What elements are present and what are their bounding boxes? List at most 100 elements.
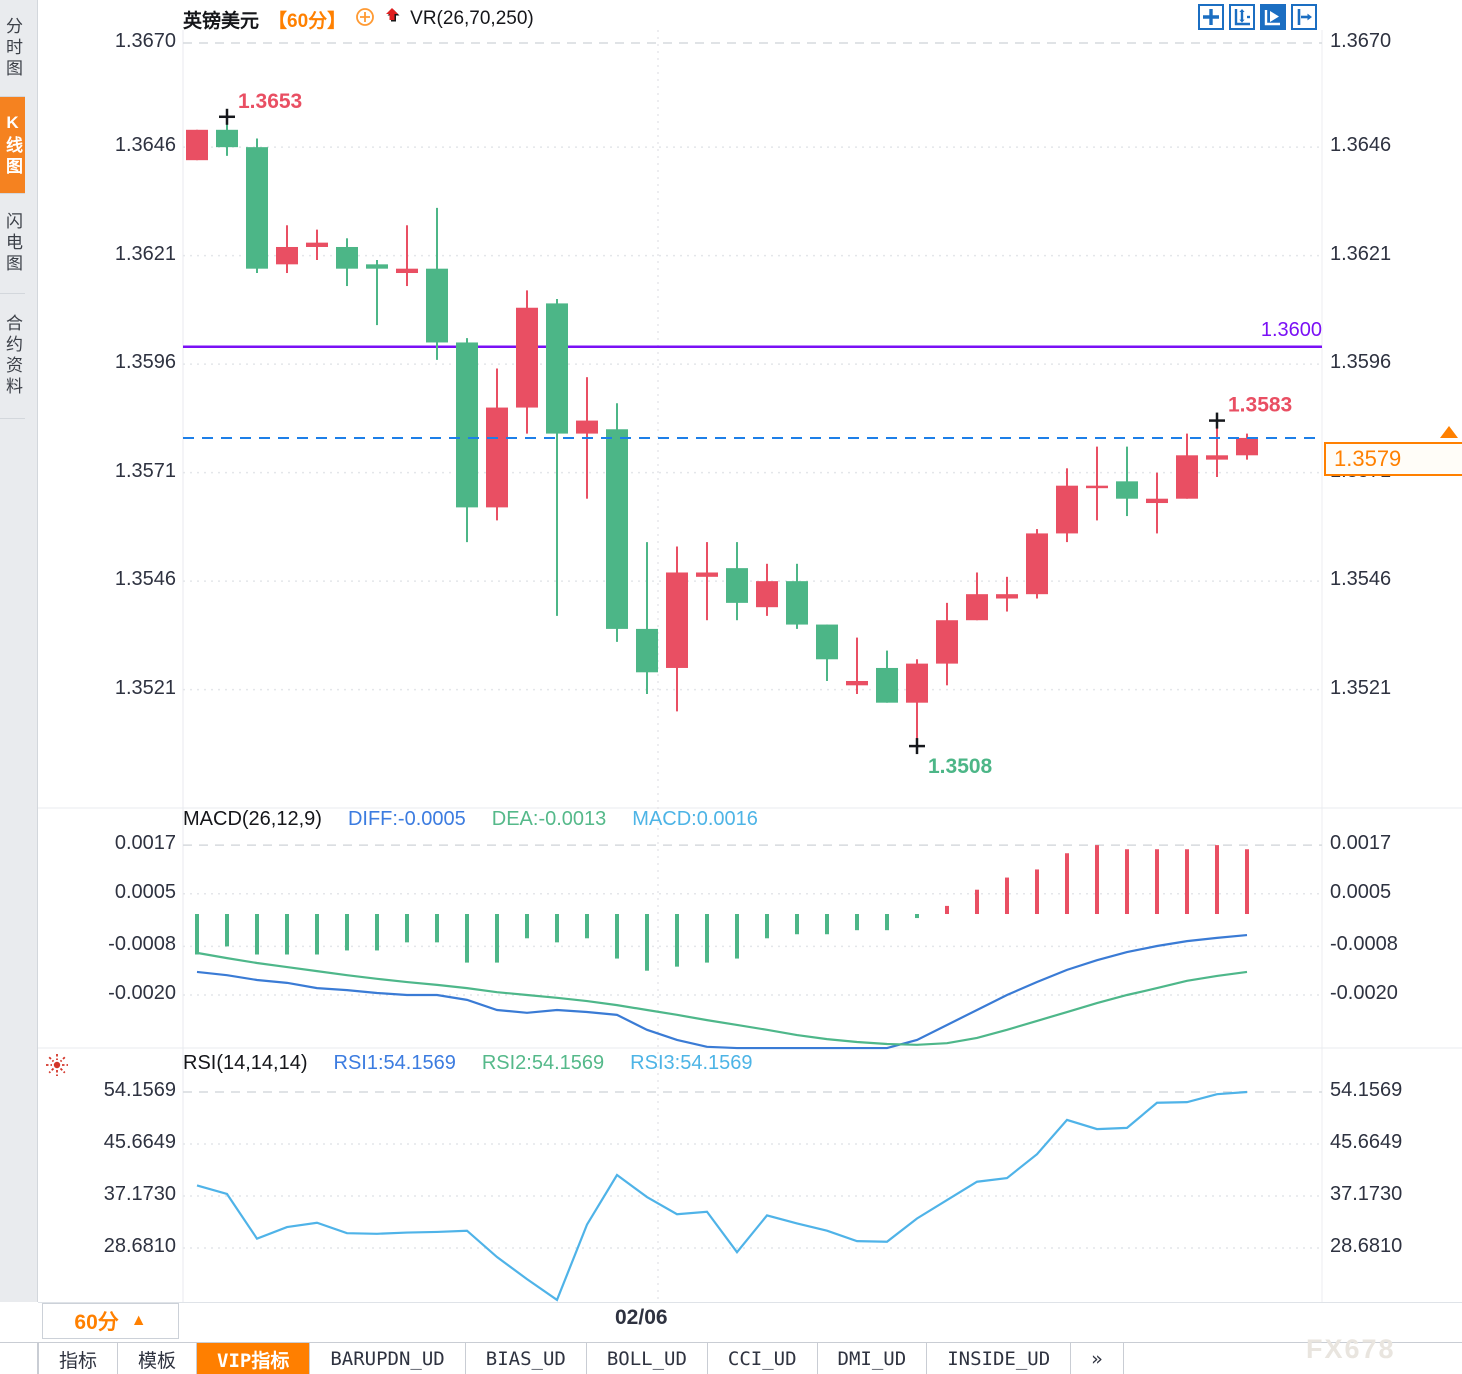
axis-tick-label: 0.0017 bbox=[1330, 832, 1392, 855]
axis-tick-label: 1.3646 bbox=[1330, 134, 1392, 157]
crosshair-icon[interactable] bbox=[1198, 4, 1224, 30]
axis-tick-label: 1.3571 bbox=[114, 459, 176, 482]
period-selector[interactable]: 60分 ▲ bbox=[42, 1303, 179, 1339]
candle-body bbox=[276, 246, 298, 265]
tab-BIAS_UD[interactable]: BIAS_UD bbox=[466, 1343, 587, 1374]
price-up-arrow-icon bbox=[1440, 425, 1458, 438]
tab-模板[interactable]: 模板 bbox=[118, 1343, 198, 1374]
axis-tick-label: -0.0020 bbox=[1330, 982, 1398, 1004]
candle-body bbox=[366, 264, 388, 269]
axis-tick-label: 28.6810 bbox=[1330, 1234, 1403, 1257]
panel-separator bbox=[38, 1302, 1462, 1303]
sidebar-item-contract-info[interactable]: 合约资料 bbox=[0, 294, 25, 419]
axis-scale-icon[interactable] bbox=[1229, 4, 1255, 30]
price-annotation: 1.3508 bbox=[928, 755, 993, 778]
indicator-tabbar: 指标 模板 VIP指标 BARUPDN_UD BIAS_UD BOLL_UD CCI_UD D… bbox=[38, 1342, 1462, 1374]
axis-tick-label: 1.3521 bbox=[1330, 676, 1392, 699]
axis-tick-label: 45.6649 bbox=[103, 1130, 176, 1153]
candle-body bbox=[576, 420, 598, 434]
candle-body bbox=[1056, 485, 1078, 534]
chart-titlebar: 英镑美元 【60分】 VR(26,70,250) bbox=[183, 5, 534, 33]
candle-body bbox=[1236, 437, 1258, 456]
candle-body bbox=[516, 307, 538, 408]
candle-body bbox=[336, 246, 358, 269]
sidebar-item-time-chart[interactable]: 分时图 bbox=[0, 0, 25, 97]
rsi-header: RSI(14,14,14) RSI1:54.1569 RSI2:54.1569 … bbox=[183, 1052, 753, 1075]
candle-body bbox=[246, 147, 268, 269]
macd-params-label: MACD(26,12,9) bbox=[183, 808, 322, 830]
link-circle-plus-icon[interactable] bbox=[355, 7, 375, 32]
candle-body bbox=[786, 581, 808, 625]
candle-body bbox=[426, 268, 448, 343]
candle-body bbox=[186, 129, 208, 161]
axis-tick-label: 1.3621 bbox=[1330, 242, 1392, 265]
axis-tick-label: 1.3596 bbox=[1330, 351, 1392, 374]
sidebar-item-label: 分时图 bbox=[3, 16, 22, 80]
period-selector-label: 60分 bbox=[74, 1311, 119, 1334]
tab-BARUPDN_UD[interactable]: BARUPDN_UD bbox=[310, 1343, 466, 1374]
axis-tick-label: 1.3646 bbox=[114, 134, 176, 157]
price-annotation: 1.3653 bbox=[238, 90, 302, 113]
tab-»[interactable]: » bbox=[1071, 1343, 1124, 1374]
chart-toolbar bbox=[1198, 4, 1317, 30]
axis-tick-label: 37.1730 bbox=[103, 1182, 176, 1205]
candle-body bbox=[1116, 481, 1138, 499]
axis-tick-label: 1.3521 bbox=[114, 676, 176, 699]
axis-tick-label: -0.0020 bbox=[108, 982, 176, 1004]
overlay-indicator-label: VR(26,70,250) bbox=[410, 8, 534, 29]
tab-指标[interactable]: 指标 bbox=[38, 1343, 119, 1374]
indicator-sun-icon[interactable] bbox=[44, 1052, 70, 1083]
candle-body bbox=[906, 663, 928, 703]
axis-tick-label: 1.3670 bbox=[114, 30, 176, 52]
candle-body bbox=[1086, 485, 1108, 489]
sidebar-item-lightning-chart[interactable]: 闪电图 bbox=[0, 194, 25, 294]
tab-DMI_UD[interactable]: DMI_UD bbox=[818, 1343, 928, 1374]
left-axis: 1.3670 1.3646 1.3621 1.3596 1.3571 1.3546 1.35… bbox=[60, 0, 176, 1302]
hline-price-label: 1.3600 bbox=[1260, 318, 1322, 341]
tab-VIP指标[interactable]: VIP指标 bbox=[197, 1343, 311, 1374]
rsi2-value: RSI2:54.1569 bbox=[481, 1052, 605, 1074]
candle-body bbox=[846, 680, 868, 686]
x-axis-date-label: 02/06 bbox=[615, 1306, 668, 1329]
candle-body bbox=[936, 620, 958, 664]
rsi3-value: RSI3:54.1569 bbox=[630, 1052, 753, 1074]
candle-body bbox=[756, 581, 778, 608]
candle-body bbox=[726, 568, 748, 603]
macd-header: MACD(26,12,9) DIFF:-0.0005 DEA:-0.0013 M… bbox=[183, 808, 758, 831]
candle-body bbox=[306, 242, 328, 247]
axis-tick-label: 1.3546 bbox=[114, 568, 176, 591]
symbol-title: 英镑美元 bbox=[183, 10, 260, 32]
axis-tick-label: 1.3596 bbox=[114, 351, 176, 374]
axis-tick-label: 45.6649 bbox=[1330, 1130, 1403, 1153]
tab-BOLL_UD[interactable]: BOLL_UD bbox=[587, 1343, 708, 1374]
red-up-arrow-icon bbox=[384, 6, 401, 33]
axis-tick-label: 28.6810 bbox=[103, 1234, 176, 1257]
axis-tick-label: 1.3670 bbox=[1330, 30, 1392, 52]
candle-body bbox=[486, 407, 508, 508]
candle-body bbox=[1026, 533, 1048, 595]
left-sidebar: 分时图 K线图 闪电图 合约资料 bbox=[0, 0, 38, 1302]
tab-INSIDE_UD[interactable]: INSIDE_UD bbox=[927, 1343, 1072, 1374]
candle-body bbox=[1146, 498, 1168, 504]
candle-body bbox=[876, 667, 898, 703]
candle-body bbox=[1176, 455, 1198, 499]
candle-body bbox=[546, 303, 568, 434]
tab-CCI_UD[interactable]: CCI_UD bbox=[708, 1343, 818, 1374]
current-price-tag: 1.3579 bbox=[1324, 441, 1462, 476]
axis-tick-label: 54.1569 bbox=[1330, 1079, 1403, 1101]
macd-value: MACD:0.0016 bbox=[632, 808, 758, 830]
rsi-params-label: RSI(14,14,14) bbox=[183, 1052, 308, 1074]
axis-tick-label: 0.0017 bbox=[114, 832, 176, 855]
right-axis: 1.36701.36461.36211.35961.35711.35461.35… bbox=[1330, 0, 1450, 1302]
axis-tick-label: 0.0005 bbox=[114, 880, 176, 903]
chart-play-icon[interactable] bbox=[1260, 4, 1286, 30]
macd-diff-line bbox=[196, 933, 1248, 1050]
axis-tick-label: 54.1569 bbox=[103, 1079, 176, 1101]
sidebar-item-kline-chart[interactable]: K线图 bbox=[0, 97, 25, 194]
macd-dea-line bbox=[196, 951, 1248, 1046]
rsi1-value: RSI1:54.1569 bbox=[333, 1052, 456, 1074]
candle-body bbox=[456, 342, 478, 508]
axis-tick-label: 1.3621 bbox=[114, 242, 176, 265]
pan-right-icon[interactable] bbox=[1291, 4, 1317, 30]
